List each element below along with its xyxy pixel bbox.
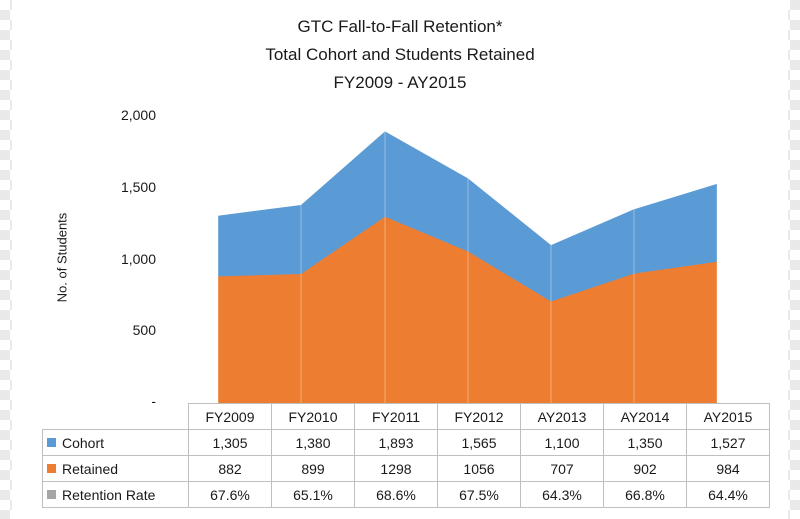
- y-tick-label: 2,000: [120, 107, 156, 123]
- table-cell: 902: [603, 455, 687, 482]
- table-column-header: AY2013: [520, 403, 604, 430]
- chart-title-line-1: GTC Fall-to-Fall Retention*: [297, 17, 503, 36]
- y-tick-label: 1,500: [120, 179, 156, 195]
- legend-retention-rate: Retention Rate: [42, 481, 189, 508]
- chart-title-line-3: FY2009 - AY2015: [333, 73, 467, 92]
- table-cell: 64.3%: [520, 481, 604, 508]
- table-cell: 899: [271, 455, 355, 482]
- legend-retained: Retained: [42, 455, 189, 482]
- table-cell: 1,380: [271, 429, 355, 456]
- y-tick-label: 500: [132, 322, 156, 338]
- category-separators: [217, 131, 718, 403]
- table-corner: [42, 403, 189, 430]
- table-column-header: FY2010: [271, 403, 355, 430]
- table-cell: 1,527: [686, 429, 770, 456]
- plot-area: [217, 131, 718, 403]
- table-cell: 1298: [354, 455, 438, 482]
- table-column-header: FY2009: [188, 403, 272, 430]
- chart-panel: GTC Fall-to-Fall Retention* Total Cohort…: [12, 0, 788, 519]
- table-column-header: FY2012: [437, 403, 521, 430]
- y-tick-label: 1,000: [120, 251, 156, 267]
- table-column-header: AY2015: [686, 403, 770, 430]
- legend-label: Retention Rate: [62, 486, 156, 503]
- table-cell: 1,565: [437, 429, 521, 456]
- legend-label: Cohort: [62, 434, 105, 451]
- table-cell: 1,100: [520, 429, 604, 456]
- table-cell: 707: [520, 455, 604, 482]
- table-column-header: AY2014: [603, 403, 687, 430]
- table-cell: 1,893: [354, 429, 438, 456]
- retention-rate-swatch: [47, 490, 56, 500]
- cohort-swatch: [47, 438, 56, 448]
- table-cell: 66.8%: [603, 481, 687, 508]
- legend-label: Retained: [62, 460, 119, 477]
- table-cell: 64.4%: [686, 481, 770, 508]
- table-cell: 67.6%: [188, 481, 272, 508]
- chart-title-line-2: Total Cohort and Students Retained: [265, 45, 535, 64]
- retained-area: [218, 216, 717, 403]
- table-cell: 67.5%: [437, 481, 521, 508]
- table-row-retained: Retained 882 899 1298 1056 707 902 984: [42, 455, 770, 482]
- table-row-cohort: Cohort 1,305 1,380 1,893 1,565 1,100 1,3…: [42, 429, 770, 456]
- y-tick-label: -: [151, 393, 156, 409]
- table-cell: 68.6%: [354, 481, 438, 508]
- table-cell: 1,305: [188, 429, 272, 456]
- legend-cohort: Cohort: [42, 429, 189, 456]
- retained-swatch: [47, 464, 56, 474]
- table-cell: 882: [188, 455, 272, 482]
- table-cell: 984: [686, 455, 770, 482]
- table-row-retention-rate: Retention Rate 67.6% 65.1% 68.6% 67.5% 6…: [42, 481, 770, 508]
- table-header-row: FY2009 FY2010 FY2011 FY2012 AY2013 AY201…: [42, 403, 770, 430]
- table-column-header: FY2011: [354, 403, 438, 430]
- table-cell: 65.1%: [271, 481, 355, 508]
- table-cell: 1,350: [603, 429, 687, 456]
- table-cell: 1056: [437, 455, 521, 482]
- data-table: FY2009 FY2010 FY2011 FY2012 AY2013 AY201…: [42, 403, 770, 508]
